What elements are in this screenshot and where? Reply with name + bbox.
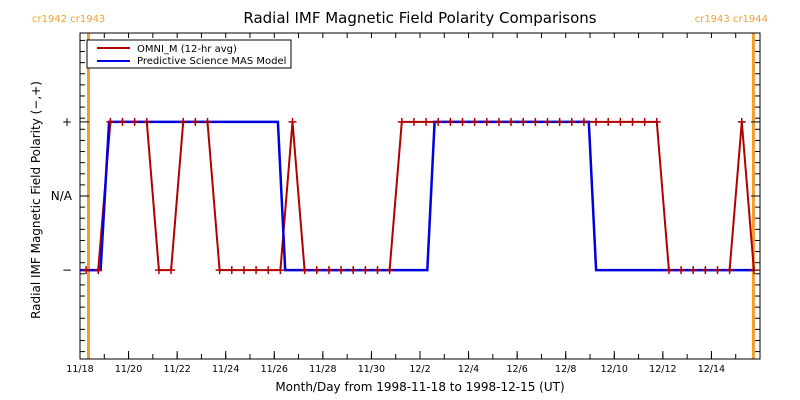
legend: OMNI_M (12-hr avg) Predictive Science MA… (86, 39, 292, 69)
x-tick-label: 11/28 (309, 364, 336, 375)
omni-data-point (252, 266, 261, 275)
legend-box (86, 39, 292, 69)
omni-data-point (288, 117, 297, 126)
omni-data-point (349, 266, 358, 275)
x-tick-label: 11/24 (212, 364, 239, 375)
omni-data-point (82, 266, 91, 275)
omni-data-point (422, 117, 431, 126)
omni-data-point (312, 266, 321, 275)
omni-data-point (203, 117, 212, 126)
y-tick-label: N/A (51, 189, 73, 203)
omni-data-point (191, 117, 200, 126)
omni-data-point (592, 117, 601, 126)
omni-data-point (276, 266, 285, 275)
omni-data-point (494, 117, 503, 126)
omni-data-point (361, 266, 370, 275)
omni-data-point (167, 266, 176, 275)
legend-label-omni: OMNI_M (12-hr avg) (137, 44, 237, 55)
x-tick-label: 12/2 (409, 364, 430, 375)
omni-data-point (264, 266, 273, 275)
x-tick-label: 12/8 (555, 364, 576, 375)
x-tick-label: 11/30 (358, 364, 385, 375)
omni-data-point (579, 117, 588, 126)
omni-data-point (300, 266, 309, 275)
omni-data-point (604, 117, 613, 126)
omni-data-point (543, 117, 552, 126)
x-tick-label: 12/14 (698, 364, 725, 375)
omni-data-point (227, 266, 236, 275)
omni-data-point (324, 266, 333, 275)
omni-data-point (689, 266, 698, 275)
omni-data-point (652, 117, 661, 126)
omni-data-point (519, 117, 528, 126)
x-tick-label: 12/6 (506, 364, 527, 375)
y-axis-label: Radial IMF Magnetic Field Polarity (−,+) (29, 81, 43, 319)
omni-data-point (749, 266, 758, 275)
omni-data-point (118, 117, 127, 126)
omni-data-point (664, 266, 673, 275)
omni-data-point (337, 266, 346, 275)
omni-data-point (446, 117, 455, 126)
omni-data-point (482, 117, 491, 126)
omni-data-point (434, 117, 443, 126)
x-tick-label: 11/18 (66, 364, 93, 375)
omni-data-point (179, 117, 188, 126)
x-tick-label: 12/4 (458, 364, 479, 375)
omni-data-point (555, 117, 564, 126)
carrington-rotation-label: cr1942 cr1943 (32, 14, 105, 25)
omni-data-point (628, 117, 637, 126)
omni-data-point (616, 117, 625, 126)
y-tick-label: + (62, 115, 72, 129)
omni-data-point (154, 266, 163, 275)
omni-data-point (373, 266, 382, 275)
omni-data-point (507, 117, 516, 126)
carrington-rotation-label: cr1943 cr1944 (695, 14, 768, 25)
omni-data-point (397, 117, 406, 126)
x-tick-label: 11/26 (261, 364, 288, 375)
omni-data-point (677, 266, 686, 275)
y-tick-label: − (62, 263, 72, 277)
x-tick-label: 11/20 (115, 364, 142, 375)
omni-data-point (94, 266, 103, 275)
x-axis-label: Month/Day from 1998-11-18 to 1998-12-15 … (275, 380, 564, 394)
omni-data-point (737, 117, 746, 126)
omni-data-point (713, 266, 722, 275)
omni-data-point (215, 266, 224, 275)
legend-label-mas: Predictive Science MAS Model (137, 56, 286, 67)
omni-data-point (458, 117, 467, 126)
series-line-omni (86, 120, 755, 272)
x-tick-label: 12/12 (649, 364, 676, 375)
omni-data-point (470, 117, 479, 126)
omni-data-point (106, 117, 115, 126)
omni-data-point (409, 117, 418, 126)
plot-frame (79, 32, 761, 360)
omni-data-point (385, 266, 394, 275)
x-tick-label: 11/22 (163, 364, 190, 375)
omni-data-point (725, 266, 734, 275)
omni-data-point (130, 117, 139, 126)
omni-data-point (567, 117, 576, 126)
omni-data-point (239, 266, 248, 275)
chart-title: Radial IMF Magnetic Field Polarity Compa… (243, 9, 596, 27)
omni-data-point (531, 117, 540, 126)
omni-data-point (640, 117, 649, 126)
x-tick-label: 12/10 (601, 364, 628, 375)
omni-data-point (142, 117, 151, 126)
omni-data-point (701, 266, 710, 275)
